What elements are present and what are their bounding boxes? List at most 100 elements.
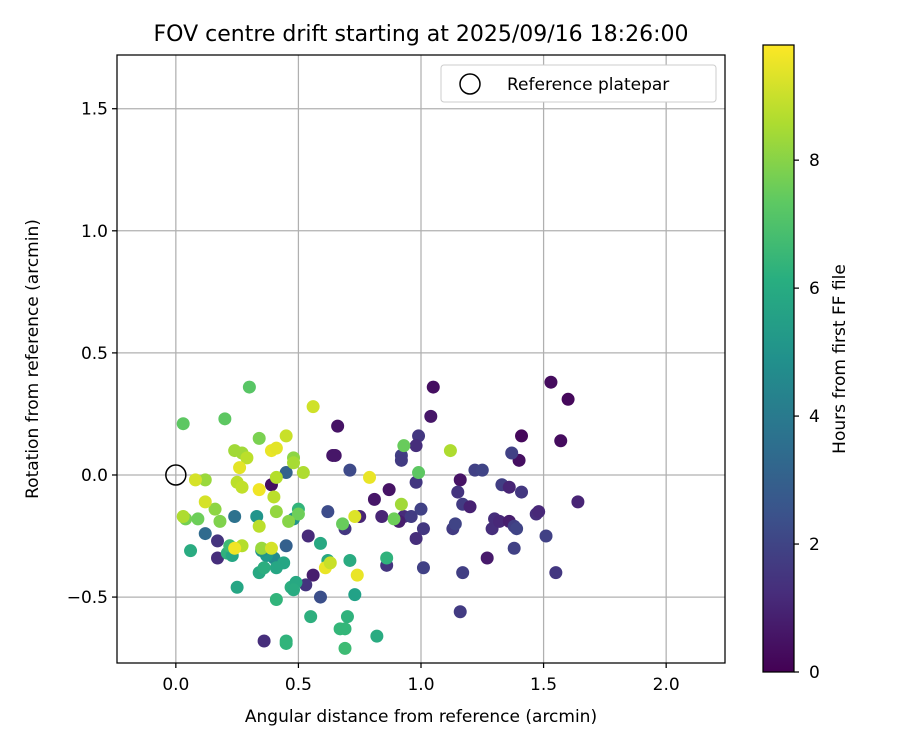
y-tick-label: 0.0 xyxy=(81,466,108,486)
legend-reference-marker xyxy=(459,73,481,95)
scatter-point xyxy=(323,556,337,570)
scatter-point xyxy=(350,568,364,582)
scatter-point xyxy=(571,495,585,509)
scatter-point xyxy=(321,505,335,519)
scatter-point xyxy=(348,509,362,523)
colorbar-tick-label: 0 xyxy=(809,663,820,683)
scatter-point xyxy=(279,429,293,443)
scatter-point xyxy=(287,583,301,597)
scatter-point xyxy=(367,492,381,506)
scatter-point xyxy=(176,417,190,431)
scatter-point xyxy=(463,500,477,514)
scatter-point xyxy=(397,439,411,453)
scatter-point xyxy=(554,434,568,448)
scatter-point xyxy=(510,522,524,536)
scatter-point xyxy=(228,541,242,555)
scatter-point xyxy=(443,444,457,458)
scatter-point xyxy=(255,541,269,555)
scatter-point xyxy=(412,429,426,443)
scatter-point xyxy=(301,529,315,543)
scatter-point xyxy=(230,580,244,594)
y-tick-label: 1.5 xyxy=(81,100,108,120)
scatter-point xyxy=(269,505,283,519)
scatter-point xyxy=(264,541,278,555)
scatter-point xyxy=(331,419,345,433)
scatter-point xyxy=(269,593,283,607)
scatter-point xyxy=(304,610,318,624)
x-axis-ticks: 0.0 0.5 1.0 1.5 2.0 xyxy=(162,663,680,695)
scatter-point xyxy=(502,480,516,494)
scatter-point xyxy=(279,636,293,650)
x-tick-label: 0.5 xyxy=(285,675,312,695)
scatter-point xyxy=(213,514,227,528)
scatter-point xyxy=(279,539,293,553)
scatter-point xyxy=(328,448,342,462)
scatter-point xyxy=(306,568,320,582)
scatter-point xyxy=(382,483,396,497)
scatter-point xyxy=(409,475,423,489)
scatter-point xyxy=(282,514,296,528)
scatter-point xyxy=(252,431,266,445)
scatter-point xyxy=(370,629,384,643)
scatter-point xyxy=(208,502,222,516)
colorbar-gradient xyxy=(762,44,795,673)
scatter-point xyxy=(404,509,418,523)
scatter-point xyxy=(409,439,423,453)
scatter-point xyxy=(416,522,430,536)
scatter-point xyxy=(211,551,225,565)
colorbar-tick-label: 6 xyxy=(809,279,820,299)
scatter-point xyxy=(549,566,563,580)
scatter-point xyxy=(269,470,283,484)
scatter-point xyxy=(267,490,281,504)
scatter-point xyxy=(394,453,408,467)
colorbar: 0 2 4 6 8 Hours from first FF file xyxy=(762,44,850,683)
scatter-point xyxy=(380,551,394,565)
scatter-point xyxy=(191,512,205,526)
x-tick-label: 0.0 xyxy=(162,675,189,695)
scatter-point xyxy=(515,485,529,499)
scatter-point xyxy=(416,561,430,575)
scatter-point xyxy=(414,502,428,516)
scatter-point xyxy=(313,536,327,550)
scatter-point xyxy=(544,375,558,389)
scatter-point xyxy=(363,470,377,484)
scatter-point xyxy=(505,446,519,460)
scatter-point xyxy=(269,441,283,455)
legend-box xyxy=(440,64,717,103)
scatter-point xyxy=(336,517,350,531)
scatter-point xyxy=(240,451,254,465)
axes: 0.0 0.5 1.0 1.5 2.0 −0.5 0.0 0.5 1.0 1.5 xyxy=(67,54,726,695)
colorbar-tick-label: 2 xyxy=(809,535,820,555)
scatter-point xyxy=(218,412,232,426)
scatter-point xyxy=(198,527,212,541)
y-tick-label: −0.5 xyxy=(67,588,108,608)
scatter-point xyxy=(198,473,212,487)
x-axis-label: Angular distance from reference (arcmin) xyxy=(245,707,597,727)
scatter-point xyxy=(269,561,283,575)
scatter-point xyxy=(235,480,249,494)
scatter-point xyxy=(198,495,212,509)
scatter-point xyxy=(348,588,362,602)
scatter-point xyxy=(279,466,293,480)
grid xyxy=(117,55,725,663)
scatter-points xyxy=(176,375,585,655)
scatter-point xyxy=(412,466,426,480)
y-tick-label: 0.5 xyxy=(81,344,108,364)
scatter-point xyxy=(257,561,271,575)
scatter-point xyxy=(233,461,247,475)
scatter-point xyxy=(340,610,354,624)
colorbar-ticks: 0 2 4 6 8 xyxy=(794,151,820,683)
scatter-point xyxy=(188,473,202,487)
reference-platepar-marker xyxy=(165,464,187,486)
scatter-point xyxy=(296,466,310,480)
scatter-point xyxy=(242,380,256,394)
scatter-point xyxy=(184,544,198,558)
scatter-point xyxy=(453,473,467,487)
scatter-point xyxy=(424,409,438,423)
scatter-point xyxy=(299,578,313,592)
legend-label: Reference platepar xyxy=(507,75,669,95)
y-axis-ticks: −0.5 0.0 0.5 1.0 1.5 xyxy=(67,100,117,608)
scatter-point xyxy=(539,529,553,543)
scatter-point xyxy=(426,380,440,394)
